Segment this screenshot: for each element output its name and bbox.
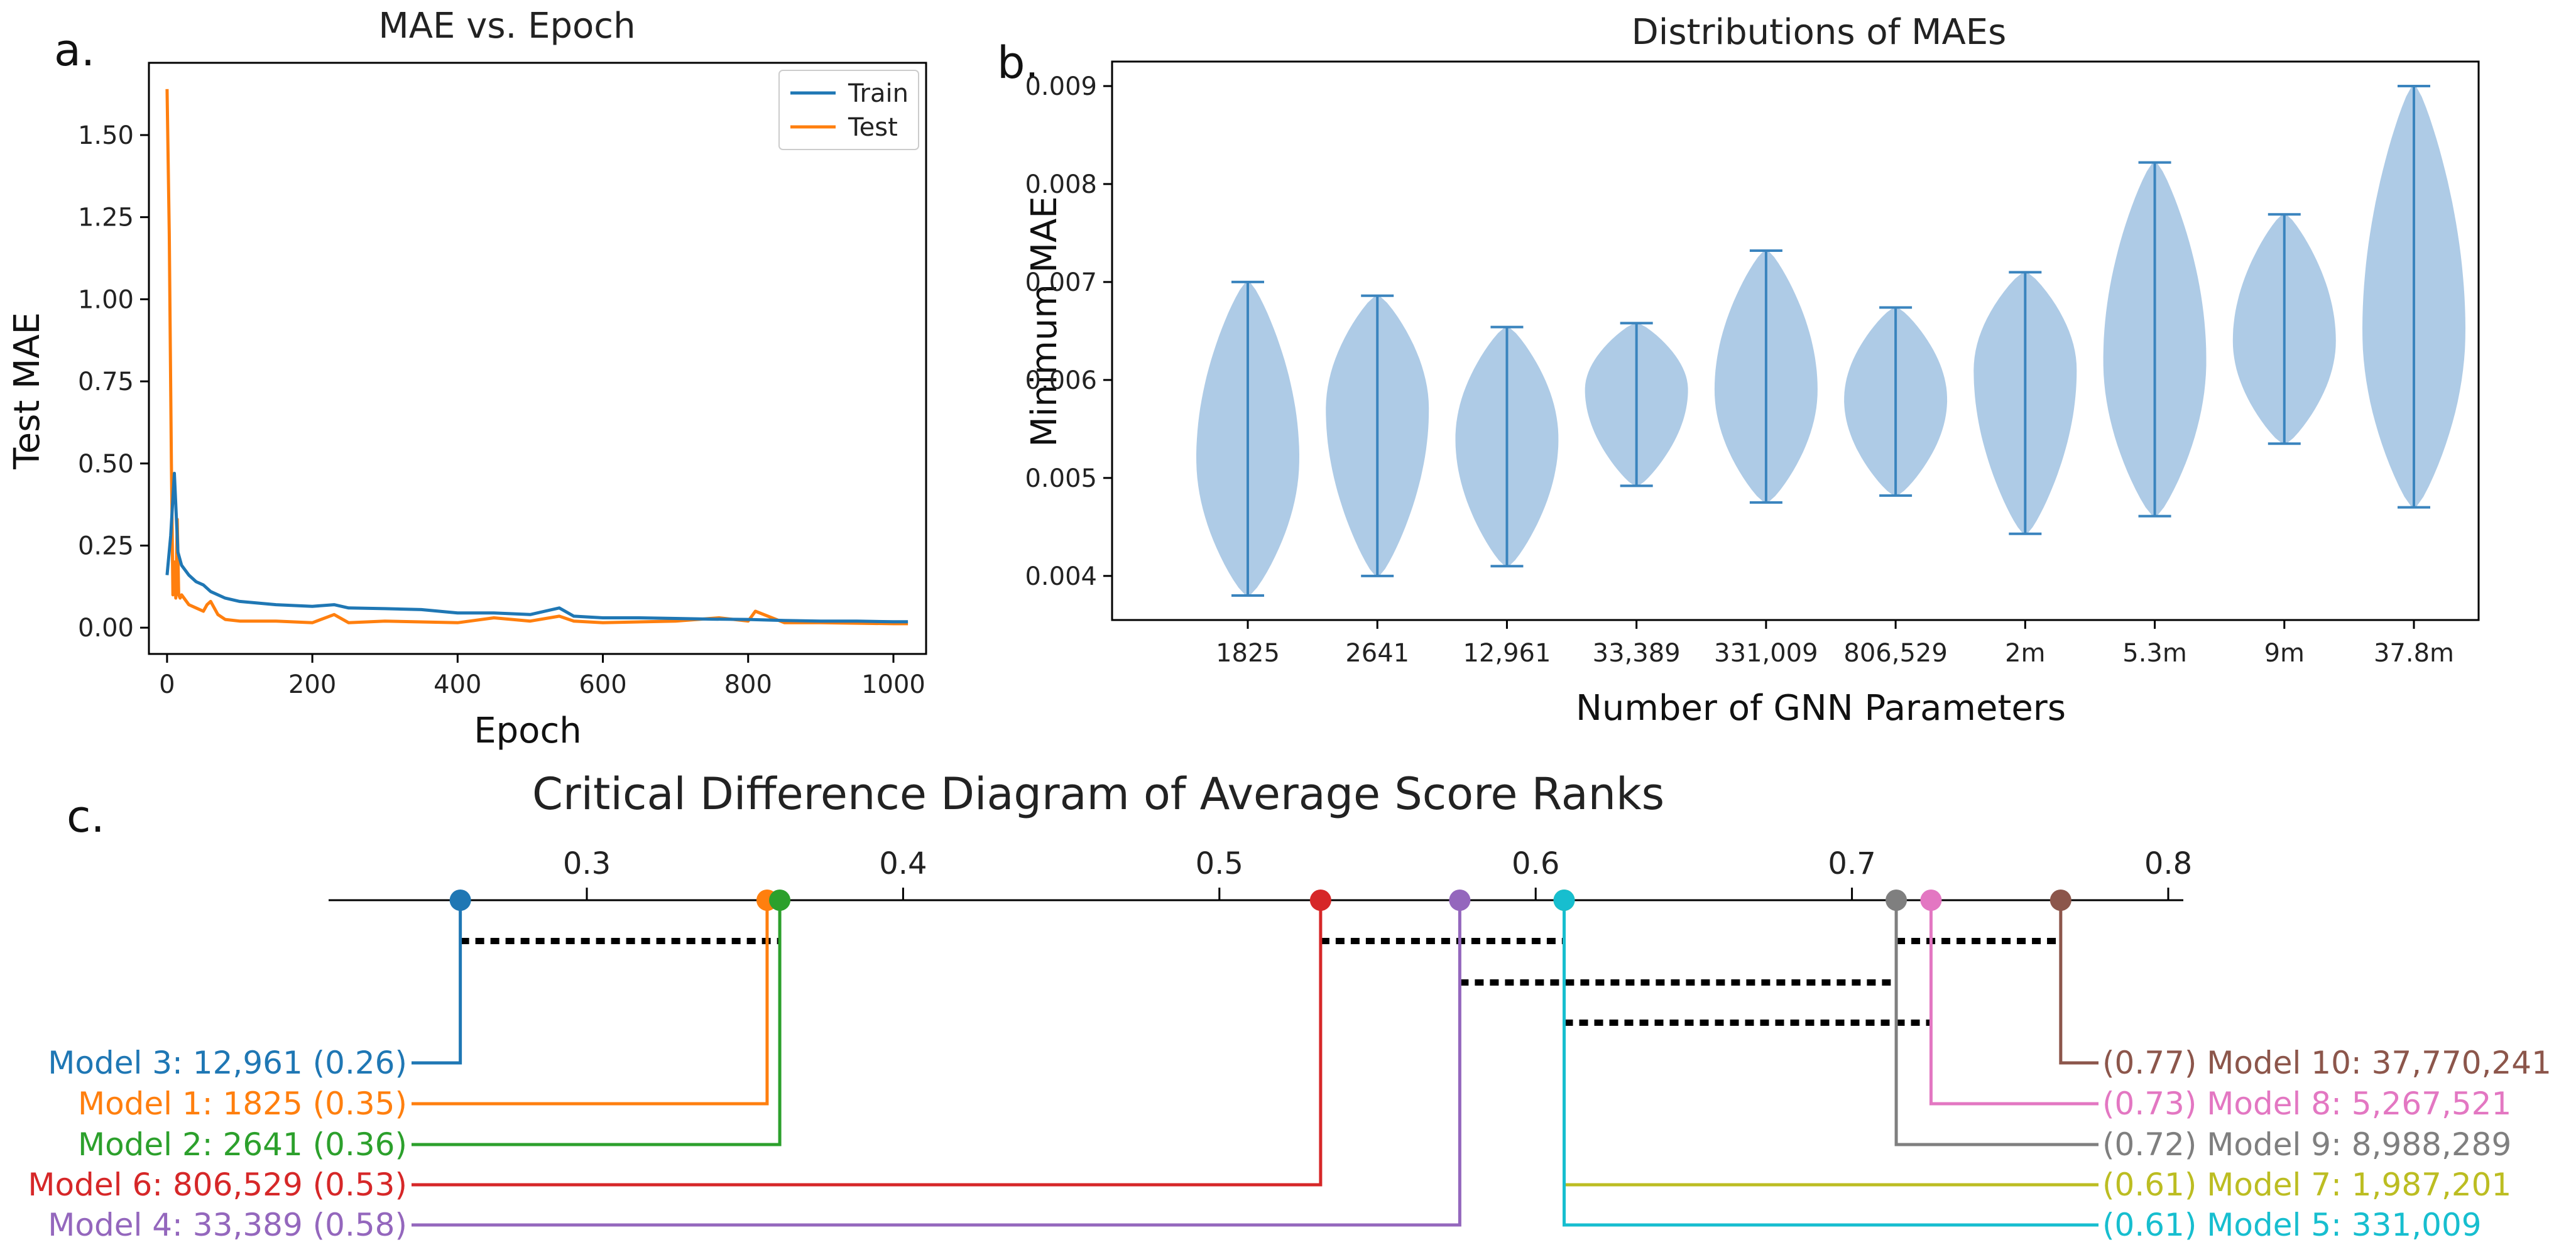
- cd-rank-marker: [2049, 890, 2071, 911]
- panel-a-series: [165, 89, 909, 626]
- x-tick-label: 33,389: [1593, 639, 1681, 668]
- cd-model-label: Model 2: 2641 (0.36): [78, 1126, 407, 1163]
- y-tick-label: 0.50: [78, 450, 134, 479]
- y-tick-label: 0.75: [78, 367, 134, 396]
- x-tick-label: 400: [434, 670, 481, 699]
- y-tick-label: 1.25: [78, 204, 134, 232]
- panel-b-label: b.: [997, 37, 1039, 89]
- panel-a-frame: [148, 62, 927, 655]
- x-tick-label: 0: [159, 670, 175, 699]
- x-tick-label: 2641: [1345, 639, 1409, 668]
- x-tick-label: 800: [724, 670, 772, 699]
- cd-model-label: (0.61) Model 5: 331,009: [2102, 1207, 2482, 1243]
- x-tick-label: 5.3m: [2122, 639, 2187, 668]
- cd-axis-ticks: 0.3 0.4 0.5 0.6 0.7 0.8: [563, 846, 2192, 900]
- cd-tick-label: 0.4: [879, 846, 927, 881]
- x-tick-label: 12,961: [1463, 639, 1551, 668]
- cd-model-label: (0.61) Model 7: 1,987,201: [2102, 1167, 2511, 1203]
- cd-cliques: [460, 938, 2061, 1026]
- y-tick-label: 0.006: [1025, 366, 1097, 395]
- cd-tick-label: 0.7: [1828, 846, 1875, 881]
- panel-b-x-ticks: 1825 2641 12,961 33,389 331,009 806,529 2m 5.3m…: [1216, 620, 2454, 668]
- y-tick-label: 1.50: [78, 121, 134, 150]
- x-tick-label: 9m: [2264, 639, 2305, 668]
- panel-b-y-ticks: 0.004 0.005 0.006 0.007 0.008 0.009: [1025, 72, 1112, 591]
- panel-a-ylabel: Test MAE: [7, 312, 48, 470]
- cd-model-label: (0.77) Model 10: 37,770,241: [2102, 1045, 2551, 1081]
- panel-b: b. Distributions of MAEs Number of GNN P…: [997, 12, 2480, 729]
- cd-connector: [412, 900, 769, 1106]
- cd-model-label: Model 4: 33,389 (0.58): [48, 1207, 407, 1243]
- y-tick-label: 0.009: [1025, 72, 1097, 101]
- cd-rank-marker: [1553, 890, 1575, 911]
- y-tick-label: 0.004: [1025, 562, 1097, 591]
- panel-a-xlabel: Epoch: [474, 710, 581, 751]
- cd-tick-label: 0.3: [563, 846, 611, 881]
- cd-rank-marker: [1886, 890, 1907, 911]
- legend-train-label: Train: [848, 79, 909, 108]
- panel-b-violins: [1196, 84, 2465, 597]
- cd-connector: [412, 900, 1461, 1227]
- panel-b-frame: [1111, 60, 2480, 621]
- y-tick-label: 0.25: [78, 531, 134, 560]
- cd-rank-marker: [1449, 890, 1471, 911]
- cd-model-label: Model 1: 1825 (0.35): [78, 1086, 407, 1122]
- cd-rank-marker: [769, 890, 791, 911]
- cd-connector: [412, 900, 782, 1146]
- cd-connector: [1929, 900, 2098, 1106]
- cd-model-label: (0.73) Model 8: 5,267,521: [2102, 1086, 2511, 1122]
- panel-a-title: MAE vs. Epoch: [378, 6, 635, 46]
- cd-model-label: (0.72) Model 9: 8,988,289: [2102, 1126, 2511, 1163]
- cd-connector: [2059, 900, 2098, 1065]
- cd-tick-label: 0.6: [1512, 846, 1559, 881]
- x-tick-label: 200: [288, 670, 336, 699]
- panel-c: c. Critical Difference Diagram of Averag…: [28, 768, 2551, 1243]
- x-tick-label: 1825: [1216, 639, 1280, 668]
- y-tick-label: 1.00: [78, 285, 134, 314]
- panel-b-xlabel: Number of GNN Parameters: [1576, 688, 2066, 729]
- legend-box: [778, 70, 919, 150]
- panel-c-label: c.: [67, 791, 105, 842]
- series-line-test: [165, 89, 909, 626]
- panel-c-title: Critical Difference Diagram of Average S…: [532, 768, 1664, 820]
- legend-test-label: Test: [848, 113, 898, 142]
- cd-rank-marker: [1920, 890, 1942, 911]
- panel-a-x-ticks: 0 200 400 600 800 1000: [159, 654, 925, 699]
- cd-connector: [1894, 900, 2098, 1146]
- y-tick-label: 0.00: [78, 614, 134, 643]
- panel-a-y-ticks: 0.00 0.25 0.50 0.75 1.00 1.25 1.50: [78, 121, 149, 643]
- x-tick-label: 331,009: [1714, 639, 1818, 668]
- cd-connector: [1563, 900, 2098, 1227]
- x-tick-label: 37.8m: [2374, 639, 2454, 668]
- cd-rank-marker: [1309, 890, 1331, 911]
- panel-b-ylabel: Minimum MAE: [1024, 196, 1065, 447]
- x-tick-label: 1000: [861, 670, 925, 699]
- cd-tick-label: 0.5: [1196, 846, 1243, 881]
- panel-a: a. MAE vs. Epoch Epoch Test MAE 0 200 400 6…: [7, 6, 927, 751]
- y-tick-label: 0.008: [1025, 170, 1097, 199]
- cd-model-label: Model 6: 806,529 (0.53): [28, 1167, 407, 1203]
- series-line-train: [165, 472, 909, 624]
- x-tick-label: 600: [579, 670, 626, 699]
- panel-a-label: a.: [54, 24, 95, 76]
- y-tick-label: 0.007: [1025, 268, 1097, 297]
- cd-rank-marker: [449, 890, 471, 911]
- panel-b-title: Distributions of MAEs: [1632, 12, 2007, 53]
- cd-model-label: Model 3: 12,961 (0.26): [48, 1045, 407, 1081]
- panel-a-legend: Train Test: [778, 70, 919, 150]
- x-tick-label: 806,529: [1843, 639, 1947, 668]
- cd-connector: [412, 900, 462, 1065]
- cd-tick-label: 0.8: [2144, 846, 2192, 881]
- cd-connector: [412, 900, 1323, 1187]
- cd-models: Model 3: 12,961 (0.26) Model 1: 1825 (0.3…: [28, 890, 2551, 1243]
- x-tick-label: 2m: [2005, 639, 2045, 668]
- y-tick-label: 0.005: [1025, 464, 1097, 493]
